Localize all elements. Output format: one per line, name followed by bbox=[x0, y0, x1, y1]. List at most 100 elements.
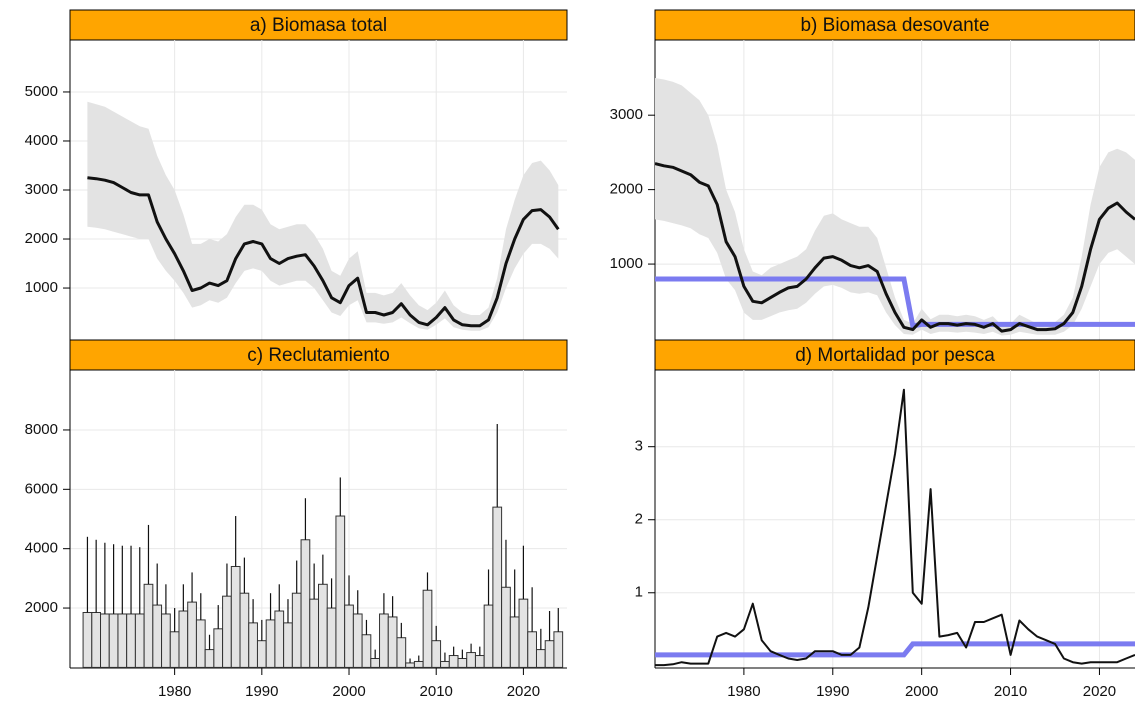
bar bbox=[283, 622, 293, 668]
bar bbox=[187, 601, 197, 668]
panel: a) Biomasa total 1000 2000 3000 4000 5000 bbox=[25, 9, 568, 340]
bar bbox=[448, 655, 459, 668]
bar bbox=[544, 640, 555, 668]
bar bbox=[387, 616, 398, 668]
chart-title: a) Biomasa total bbox=[250, 15, 387, 36]
bar bbox=[117, 613, 128, 668]
title-strip bbox=[654, 339, 1135, 371]
bar bbox=[256, 640, 267, 668]
bar bbox=[213, 628, 224, 668]
y-tick-label: 2000 bbox=[25, 230, 58, 247]
title-strip bbox=[654, 9, 1135, 41]
bar bbox=[326, 607, 337, 668]
plot-area bbox=[87, 101, 560, 331]
confidence-band bbox=[87, 101, 559, 331]
bar bbox=[274, 610, 285, 668]
y-tick-label: 3000 bbox=[610, 106, 643, 123]
bar bbox=[483, 604, 494, 668]
bar bbox=[161, 613, 171, 668]
bar bbox=[230, 565, 241, 668]
bar bbox=[143, 583, 154, 668]
bar bbox=[318, 583, 328, 668]
bar bbox=[204, 649, 215, 668]
bar bbox=[335, 515, 346, 668]
series-line bbox=[655, 388, 1135, 667]
x-tick-label: 2000 bbox=[332, 683, 365, 700]
bar bbox=[108, 613, 119, 668]
bar bbox=[265, 619, 276, 668]
series-line bbox=[655, 162, 1135, 333]
bar bbox=[422, 589, 433, 668]
bar bbox=[169, 631, 180, 668]
chart-title: d) Mortalidad por pesca bbox=[795, 345, 995, 366]
bar bbox=[152, 604, 163, 668]
panel: d) Mortalidad por pesca 1980 1990 2000 2010 2… bbox=[635, 339, 1135, 700]
y-tick-label: 1 bbox=[635, 584, 643, 601]
bar bbox=[195, 619, 206, 668]
bar bbox=[100, 613, 110, 668]
y-tick-label: 5000 bbox=[25, 83, 58, 100]
x-tick-label: 2010 bbox=[420, 683, 453, 700]
bar bbox=[492, 506, 503, 668]
x-tick-label: 1980 bbox=[727, 683, 760, 700]
x-tick-label: 2010 bbox=[994, 683, 1027, 700]
plot-area bbox=[82, 424, 564, 668]
x-tick-label: 1990 bbox=[816, 683, 849, 700]
y-tick-label: 2 bbox=[635, 511, 643, 528]
y-tick-label: 3000 bbox=[25, 181, 58, 198]
bar bbox=[309, 598, 319, 668]
y-tick-label: 1000 bbox=[610, 255, 643, 272]
bar bbox=[248, 622, 258, 668]
x-tick-label: 2020 bbox=[1083, 683, 1116, 700]
confidence-band bbox=[655, 78, 1135, 336]
bar bbox=[535, 649, 546, 668]
bar bbox=[344, 604, 354, 668]
bar bbox=[440, 660, 450, 668]
title-strip bbox=[69, 339, 568, 371]
bar bbox=[91, 611, 102, 668]
bar bbox=[553, 631, 564, 668]
x-tick-label: 2000 bbox=[905, 683, 938, 700]
plot-area bbox=[655, 78, 1135, 336]
bar bbox=[291, 592, 302, 668]
title-strip bbox=[69, 9, 568, 41]
plot-area bbox=[655, 388, 1135, 667]
bar bbox=[474, 655, 485, 668]
bar bbox=[466, 652, 476, 668]
y-tick-label: 2000 bbox=[25, 599, 58, 616]
bar bbox=[405, 662, 415, 668]
bar bbox=[300, 539, 311, 668]
y-tick-label: 2000 bbox=[610, 181, 643, 198]
x-tick-label: 2020 bbox=[507, 683, 540, 700]
panel: b) Biomasa desovante 1000 2000 3000 bbox=[610, 9, 1135, 340]
y-tick-label: 4000 bbox=[25, 540, 58, 557]
bar bbox=[518, 598, 529, 668]
bar bbox=[457, 658, 468, 668]
bar bbox=[527, 631, 537, 668]
bar bbox=[501, 586, 511, 668]
bar bbox=[178, 610, 189, 668]
chart-title: c) Reclutamiento bbox=[247, 345, 390, 366]
bar bbox=[396, 637, 407, 668]
x-tick-label: 1990 bbox=[245, 683, 278, 700]
chart-title: b) Biomasa desovante bbox=[800, 15, 989, 36]
y-tick-label: 6000 bbox=[25, 480, 58, 497]
y-tick-label: 4000 bbox=[25, 132, 58, 149]
reference-line bbox=[655, 641, 1135, 658]
reference-line bbox=[655, 276, 1135, 329]
y-tick-label: 3 bbox=[635, 438, 643, 455]
bar bbox=[352, 613, 363, 668]
x-tick-label: 1980 bbox=[158, 683, 191, 700]
bar bbox=[239, 592, 250, 668]
bar bbox=[379, 613, 389, 668]
bar bbox=[413, 660, 424, 668]
bar bbox=[222, 595, 232, 668]
bar bbox=[431, 640, 442, 668]
bar bbox=[82, 611, 93, 668]
panel: c) Reclutamiento 1980 1990 2000 2010 2020 2000… bbox=[25, 339, 568, 700]
bar bbox=[509, 616, 520, 668]
bar bbox=[126, 613, 136, 668]
y-tick-label: 1000 bbox=[25, 279, 58, 296]
y-tick-label: 8000 bbox=[25, 421, 58, 438]
